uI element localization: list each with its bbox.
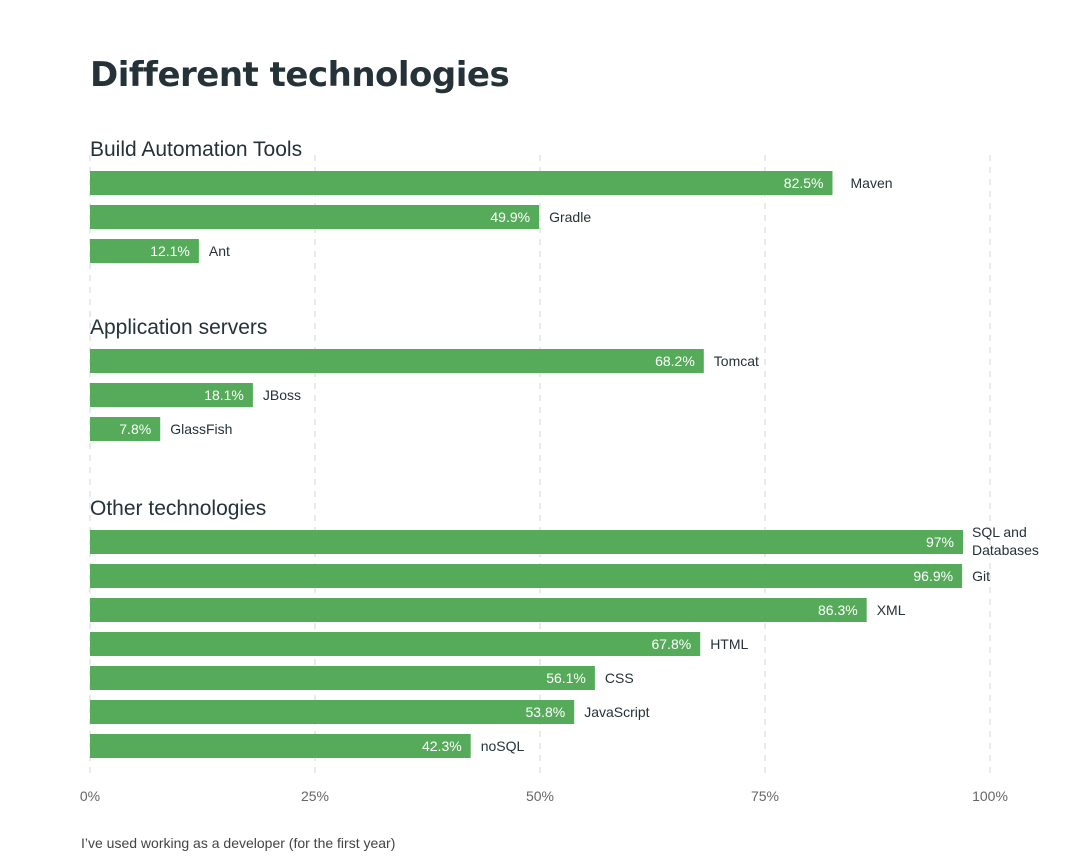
bar: [90, 632, 701, 656]
bar-value-label: 49.9%: [490, 209, 530, 225]
bar: [90, 734, 471, 758]
bar-category-label: Ant: [209, 243, 230, 259]
bar-value-label: 7.8%: [119, 421, 151, 437]
bar-category-label: Tomcat: [714, 353, 759, 369]
bar-category-label: Gradle: [549, 209, 591, 225]
bar-chart: Build Automation Tools 82.5% Maven 49.9% Gra…: [80, 138, 1039, 804]
bar-value-label: 86.3%: [818, 602, 858, 618]
bar: [90, 530, 963, 554]
bar-value-label: 96.9%: [913, 568, 953, 584]
bar-category-label: XML: [877, 602, 906, 618]
x-tick-label: 50%: [526, 788, 554, 804]
x-tick-label: 75%: [751, 788, 779, 804]
bar: [90, 205, 540, 229]
bar-value-label: 53.8%: [525, 704, 565, 720]
bar-category-label: JavaScript: [584, 704, 649, 720]
footnote: I’ve used working as a developer (for th…: [81, 835, 396, 851]
x-tick-label: 25%: [301, 788, 329, 804]
bar-value-label: 56.1%: [546, 670, 586, 686]
bar-category-label: SQL and Databases: [972, 524, 1039, 558]
group-title: Build Automation Tools: [90, 138, 302, 161]
x-tick-label: 0%: [80, 788, 100, 804]
bar: [90, 700, 575, 724]
bar-value-label: 12.1%: [150, 243, 190, 259]
bar-category-label: Git: [972, 568, 990, 584]
bar: [90, 349, 704, 373]
bar: [90, 417, 161, 441]
x-tick-label: 100%: [972, 788, 1008, 804]
bar-category-label: HTML: [710, 636, 748, 652]
bar-value-label: 68.2%: [655, 353, 695, 369]
bar-value-label: 82.5%: [784, 175, 824, 191]
bar-category-label: noSQL: [481, 738, 525, 754]
bar: [90, 666, 595, 690]
chart-title: Different technologies: [90, 55, 510, 95]
bar-value-label: 97%: [926, 534, 954, 550]
group-title: Application servers: [90, 316, 267, 339]
bar: [90, 239, 199, 263]
group-title: Other technologies: [90, 497, 266, 520]
bar-value-label: 18.1%: [204, 387, 244, 403]
bar-category-label: Maven: [851, 175, 893, 191]
bar: [90, 383, 253, 407]
bar-value-label: 42.3%: [422, 738, 462, 754]
bar-category-label: CSS: [605, 670, 634, 686]
bar-value-label: 67.8%: [651, 636, 691, 652]
bar: [90, 598, 867, 622]
bar: [90, 564, 963, 588]
bar-category-label: JBoss: [263, 387, 301, 403]
bar: [90, 171, 833, 195]
bar-category-label: GlassFish: [170, 421, 232, 437]
